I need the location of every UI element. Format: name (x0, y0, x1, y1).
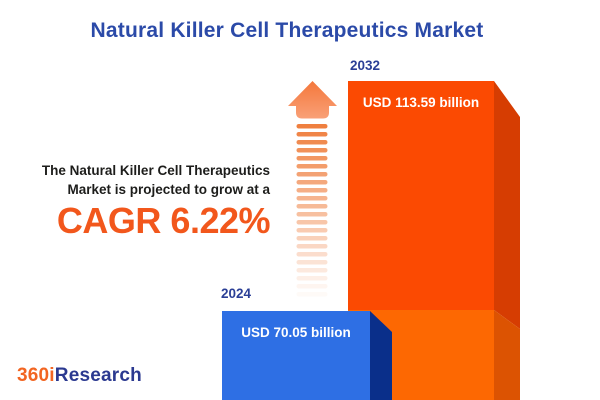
arrow-dash (296, 220, 328, 225)
arrow-dash (296, 148, 328, 153)
arrow-dash (296, 204, 328, 209)
arrow-dash (296, 156, 328, 161)
arrow-dash (296, 260, 328, 265)
bar-2024 (222, 311, 392, 400)
arrow-dash (296, 292, 328, 297)
arrow-dashes (296, 124, 328, 297)
bar-2032-side-upper (494, 81, 520, 329)
bar-2024-front (222, 311, 370, 400)
logo-360i: 360i (17, 365, 55, 386)
arrow-dash (296, 172, 328, 177)
bar-2032-front-upper (348, 81, 494, 310)
arrow-dash (296, 132, 328, 137)
arrow-dash (296, 188, 328, 193)
year-label-2024: 2024 (221, 286, 252, 301)
arrow-dash (296, 252, 328, 257)
year-label-2032: 2032 (350, 58, 381, 73)
growth-up-arrow-icon (288, 81, 337, 297)
annotation-line1: The Natural Killer Cell Therapeutics (41, 163, 270, 178)
cagr-text: CAGR 6.22% (56, 200, 271, 241)
bar-value-2024: USD 70.05 billion (241, 325, 351, 340)
arrow-dash (296, 164, 328, 169)
annotation-block: The Natural Killer Cell Therapeutics Mar… (41, 161, 271, 241)
annotation-line2: Market is projected to grow at a (67, 182, 270, 197)
arrow-dash (296, 236, 328, 241)
arrow-dash (296, 140, 328, 145)
arrow-dash (296, 244, 328, 249)
bar-2032 (348, 81, 520, 400)
arrow-dash (296, 212, 328, 217)
logo-research: Research (54, 365, 142, 386)
arrow-dash (296, 196, 328, 201)
bar-2024-side (370, 311, 392, 400)
page-title: Natural Killer Cell Therapeutics Market (90, 19, 484, 42)
arrow-dash (296, 124, 328, 129)
bar-2032-side-lower (494, 310, 520, 400)
logo: 360iResearch (17, 365, 142, 387)
arrow-dash (296, 276, 328, 281)
arrow-dash (296, 268, 328, 273)
arrow-dash (296, 180, 328, 185)
arrow-dash (296, 284, 328, 289)
bar-value-2032: USD 113.59 billion (362, 95, 480, 110)
arrow-dash (296, 228, 328, 233)
arrow-head (288, 81, 337, 119)
